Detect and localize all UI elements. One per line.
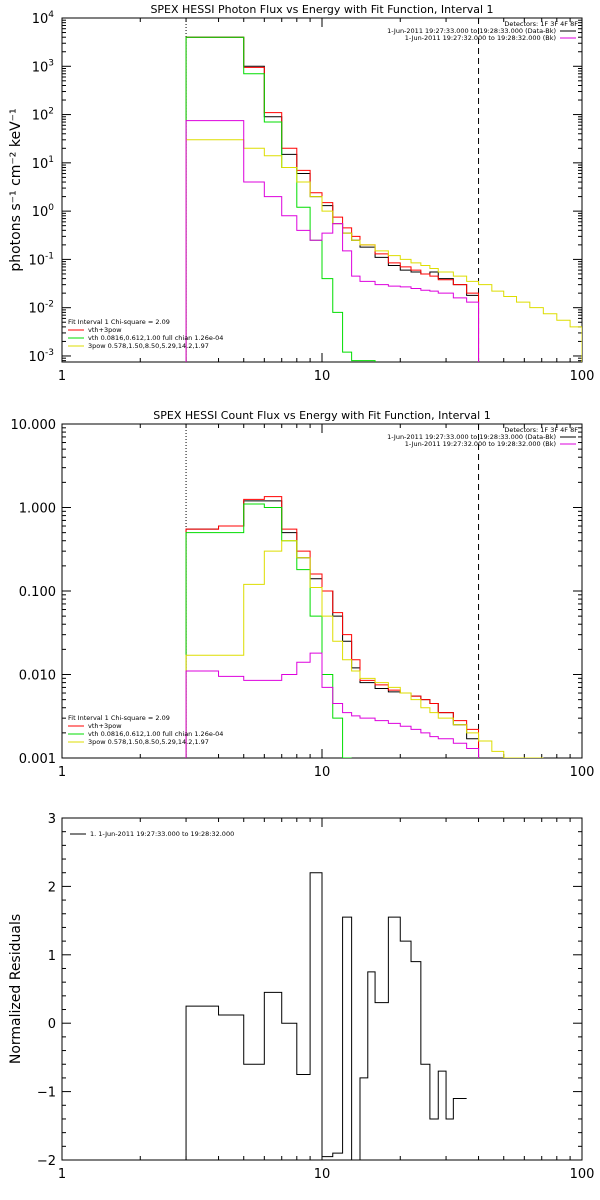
fit-legend-entry: 3pow 0.578,1.50,8.50,5.29,14.2,1.97 xyxy=(88,342,209,350)
fit-legend-title: Fit Interval 1 Chi-square = 2.09 xyxy=(68,714,170,722)
y-tick-label: 0.010 xyxy=(19,669,56,684)
series-line-2 xyxy=(185,496,480,758)
y-tick-label: 102 xyxy=(32,107,54,124)
y-tick-label: 10-2 xyxy=(28,300,54,317)
x-tick-label: 1 xyxy=(58,1167,66,1182)
x-axis: 1 10 100 xyxy=(58,424,595,780)
fit-legend-entry: vth+3pow xyxy=(88,326,122,334)
x-tick-label: 100 xyxy=(570,765,595,780)
y-tick-label: −1 xyxy=(37,1086,56,1101)
x-axis: 1 10 100 xyxy=(58,18,595,384)
plot-frame xyxy=(61,17,583,363)
y-tick-label: −2 xyxy=(37,1154,56,1169)
detectors-label: Detectors: 1F 3F 4F 8F xyxy=(504,20,578,28)
y-tick-label: 100 xyxy=(32,203,55,220)
series-line-4 xyxy=(185,139,582,362)
y-axis-label: photons s⁻¹ cm⁻² keV⁻¹ xyxy=(8,108,24,271)
x-tick-label: 10 xyxy=(314,1167,331,1182)
y-tick-label: 3 xyxy=(48,812,56,827)
chart-panel-2: SPEX HESSI Count Flux vs Energy with Fit… xyxy=(11,409,595,780)
chart-panel-1: SPEX HESSI Photon Flux vs Energy with Fi… xyxy=(8,3,594,384)
fit-legend-entry: vth 0.0816,0.612,1.00 full chian 1.26e-0… xyxy=(88,730,223,738)
y-tick-label: 1 xyxy=(48,949,56,964)
series-line-1 xyxy=(185,872,467,1160)
series-group xyxy=(185,496,544,758)
y-tick-label: 1.000 xyxy=(19,502,56,517)
x-axis: 1 10 100 xyxy=(58,818,595,1182)
detectors-label: Detectors: 1F 3F 4F 8F xyxy=(504,426,578,434)
residual-legend-entry: 1. 1-Jun-2011 19:27:33.000 to 19:28:32.0… xyxy=(90,830,234,838)
series-group xyxy=(185,36,582,362)
y-tick-label: 10-1 xyxy=(28,251,54,268)
series-group xyxy=(185,872,467,1160)
fit-legend-entry: 3pow 0.578,1.50,8.50,5.29,14.2,1.97 xyxy=(88,738,209,746)
top-legend-entry: 1-Jun-2011 19:27:32.000 to 19:28:32.000 … xyxy=(405,440,556,448)
y-tick-label: 101 xyxy=(32,155,54,172)
chart-title: SPEX HESSI Photon Flux vs Energy with Fi… xyxy=(150,3,493,16)
series-line-4 xyxy=(185,540,544,758)
fit-legend-entry: vth+3pow xyxy=(88,722,122,730)
x-tick-label: 1 xyxy=(58,369,66,384)
y-tick-label: 0 xyxy=(48,1017,56,1032)
y-axis-label: Normalized Residuals xyxy=(8,914,24,1064)
series-line-3 xyxy=(185,503,352,758)
fit-legend-title: Fit Interval 1 Chi-square = 2.09 xyxy=(68,318,170,326)
series-line-5 xyxy=(185,120,480,362)
top-legend-entry: 1-Jun-2011 19:27:33.000 to 19:28:33.000 … xyxy=(387,433,556,441)
y-tick-label: 104 xyxy=(32,10,55,27)
y-tick-label: 103 xyxy=(32,58,54,75)
y-tick-label: 10.000 xyxy=(11,418,57,433)
series-line-1 xyxy=(185,36,480,362)
x-tick-label: 100 xyxy=(570,369,595,384)
x-tick-label: 1 xyxy=(58,765,66,780)
y-tick-label: 0.001 xyxy=(19,752,56,767)
y-axis: −2 −1 0 1 2 3 xyxy=(37,812,582,1169)
x-tick-label: 10 xyxy=(314,369,331,384)
chart-panel-3: 1 10 100 −2 −1 0 1 2 3 Normalized Residuals 1. 1-J… xyxy=(8,812,594,1182)
series-line-3 xyxy=(185,36,376,362)
y-tick-label: 10-3 xyxy=(28,348,54,365)
x-tick-label: 100 xyxy=(570,1167,595,1182)
y-axis: 10-3 10-2 10-1 100 101 102 103 104 xyxy=(28,10,582,365)
x-tick-label: 10 xyxy=(314,765,331,780)
series-line-5 xyxy=(185,652,480,758)
fit-legend-entry: vth 0.0816,0.612,1.00 full chian 1.26e-0… xyxy=(88,334,223,342)
series-line-2 xyxy=(185,36,480,362)
top-legend-entry: 1-Jun-2011 19:27:32.000 to 19:28:32.000 … xyxy=(405,34,556,42)
y-tick-label: 0.100 xyxy=(19,585,56,600)
y-axis: 0.001 0.010 0.100 1.000 10.000 xyxy=(11,418,582,767)
top-legend-entry: 1-Jun-2011 19:27:33.000 to 19:28:33.000 … xyxy=(387,27,556,35)
y-tick-label: 2 xyxy=(48,880,56,895)
chart-title: SPEX HESSI Count Flux vs Energy with Fit… xyxy=(153,409,490,422)
